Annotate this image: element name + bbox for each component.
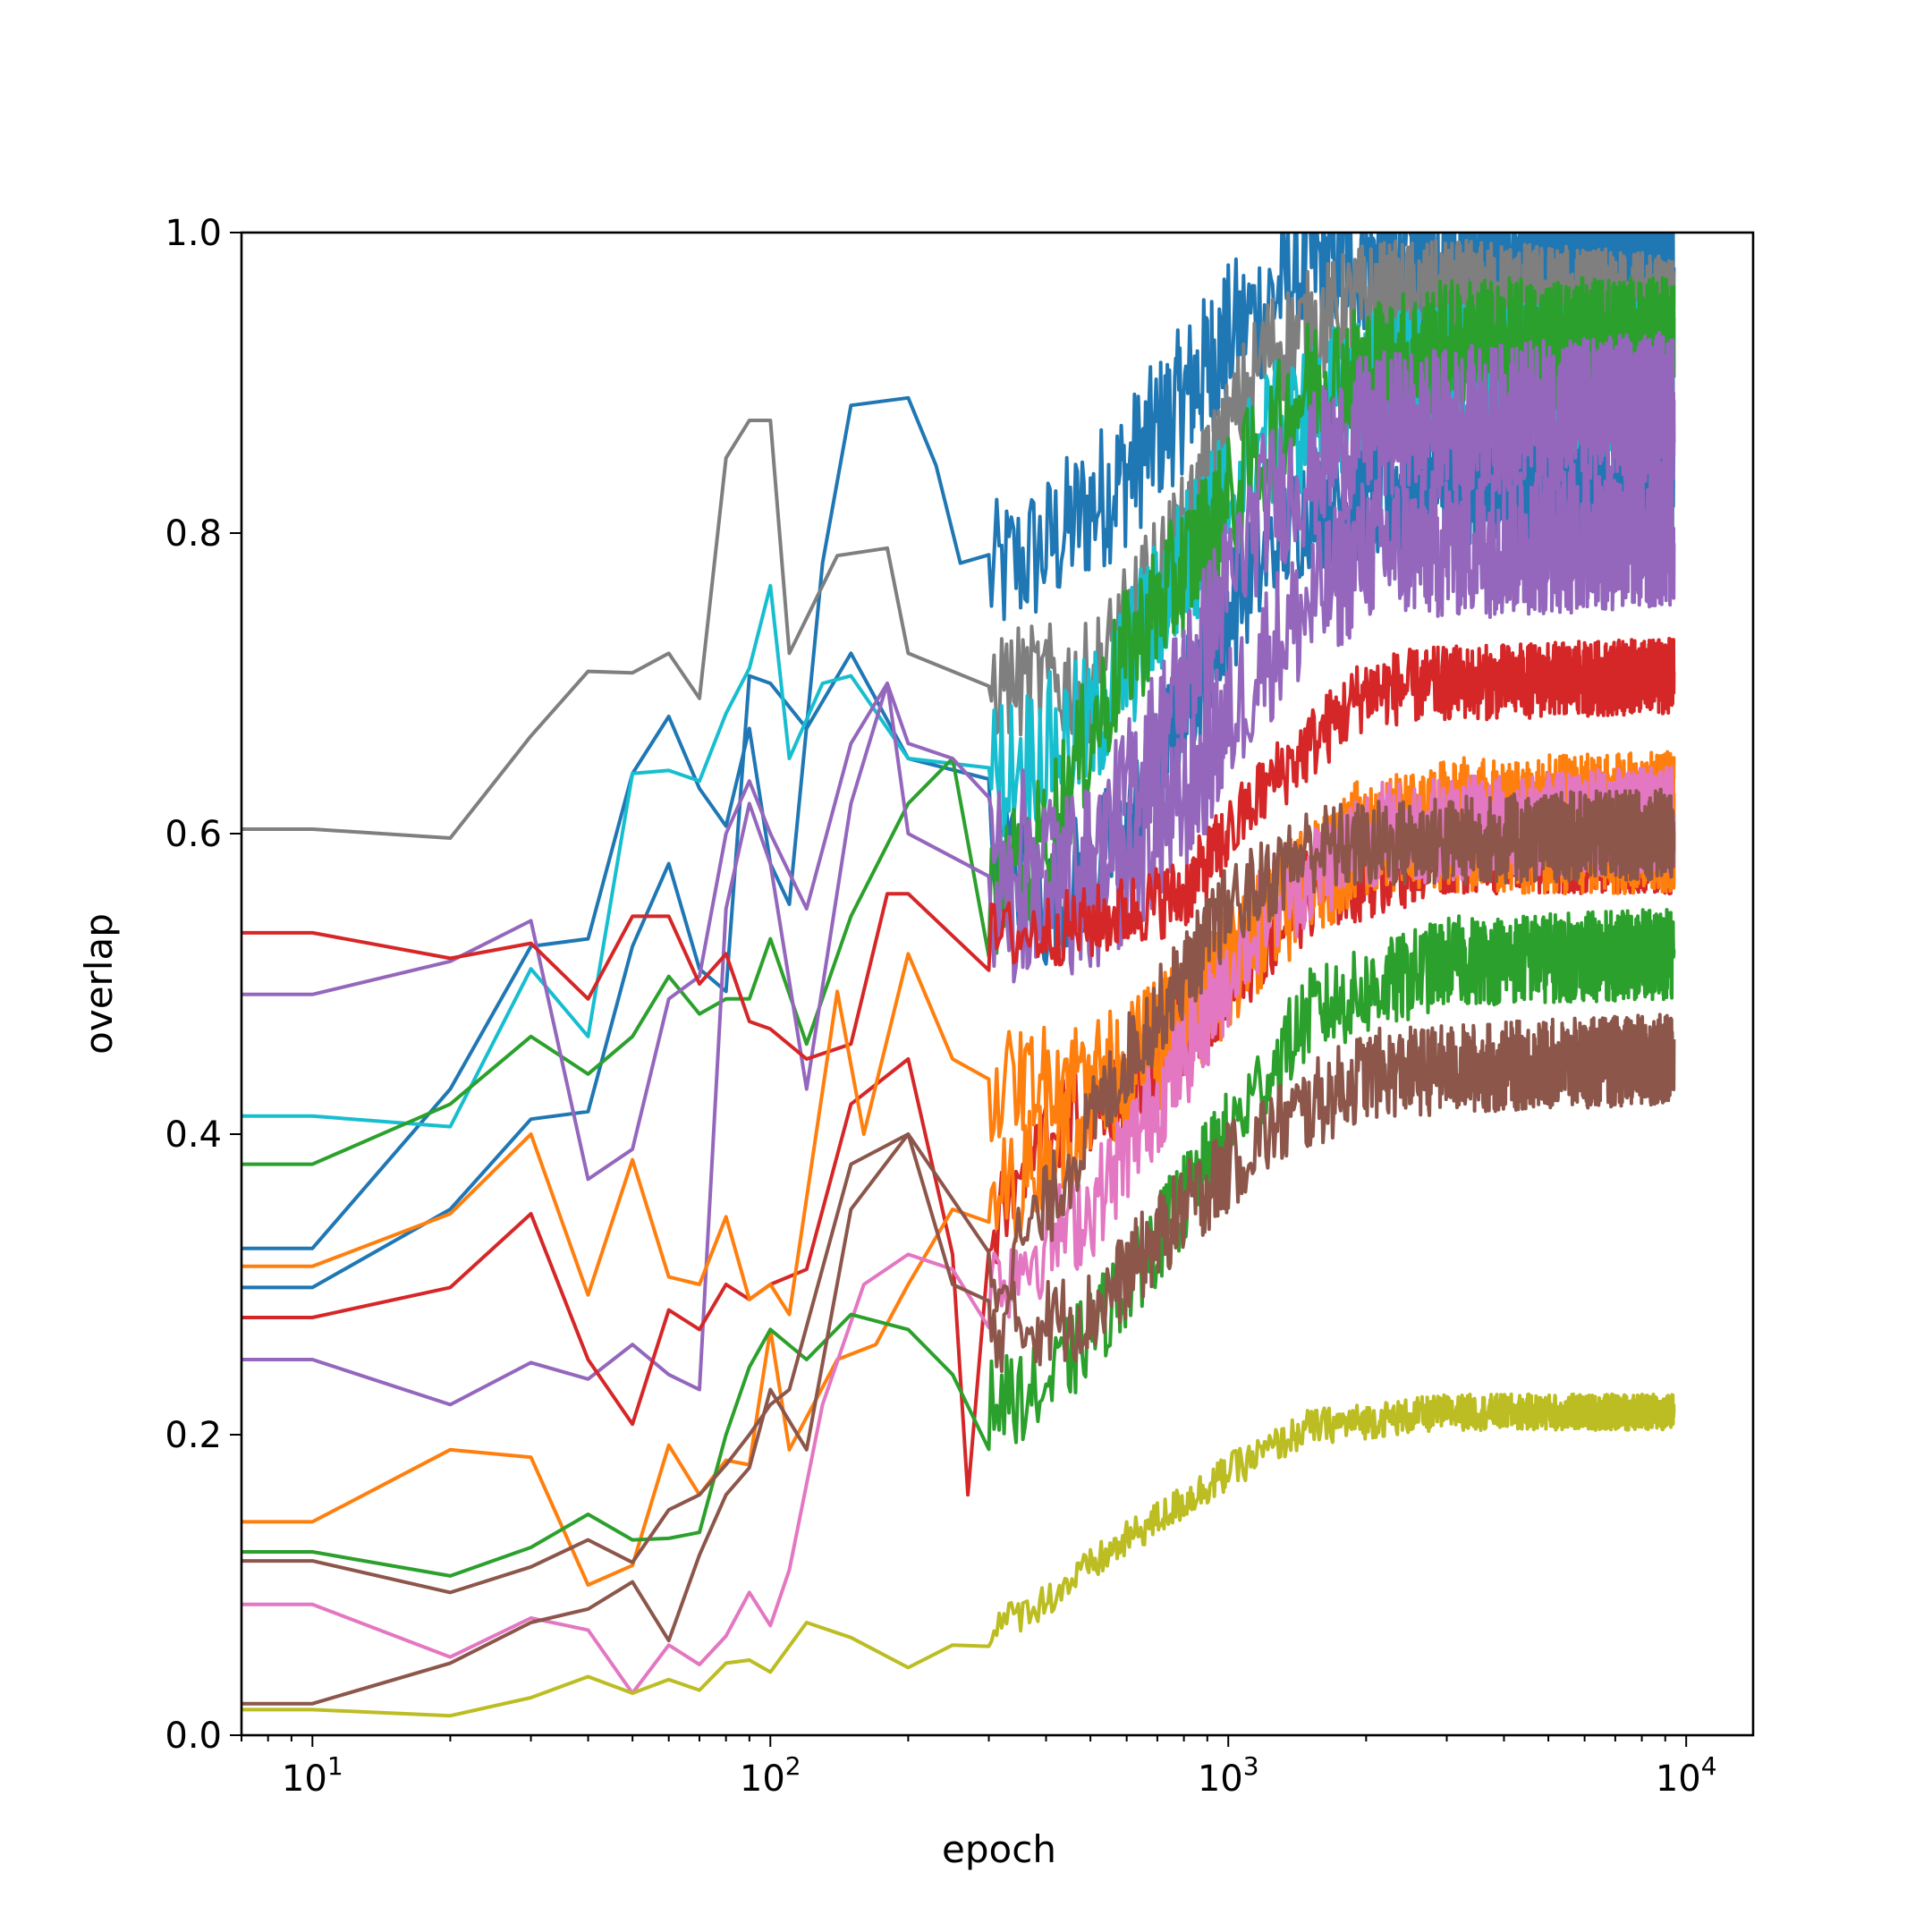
plot-frame xyxy=(240,231,1755,1737)
series-line-11 xyxy=(242,772,1676,1587)
series-line-12 xyxy=(242,766,1676,1695)
x-tick-label: 104 xyxy=(1656,1751,1717,1800)
series-line-6 xyxy=(242,331,1676,1182)
y-tick-label: 0.0 xyxy=(165,1716,222,1757)
y-axis: 0.0 0.2 0.4 0.6 0.8 1.0 xyxy=(165,213,242,1757)
x-tick-label: 102 xyxy=(740,1751,801,1800)
x-axis-label: epoch xyxy=(942,1827,1056,1871)
x-tick-label: 103 xyxy=(1198,1751,1259,1800)
series-line-7 xyxy=(242,458,1676,1407)
series-line-16 xyxy=(242,1392,1676,1718)
series-line-8 xyxy=(242,637,1676,1061)
y-tick-label: 0.6 xyxy=(165,814,222,855)
y-tick-label: 0.2 xyxy=(165,1415,222,1456)
y-tick-label: 0.8 xyxy=(165,513,222,555)
y-tick-label: 0.4 xyxy=(165,1114,222,1156)
y-axis-label: overlap xyxy=(77,913,121,1055)
x-tick-label: 101 xyxy=(282,1751,343,1800)
series-line-9 xyxy=(242,801,1676,1497)
series-line-13 xyxy=(242,908,1676,1578)
x-axis: 101 102 103 104 xyxy=(241,1735,1717,1800)
series-line-14 xyxy=(242,1013,1676,1595)
series-line-15 xyxy=(242,787,1676,1706)
y-tick-label: 1.0 xyxy=(165,213,222,254)
series-layer xyxy=(242,233,1676,1718)
